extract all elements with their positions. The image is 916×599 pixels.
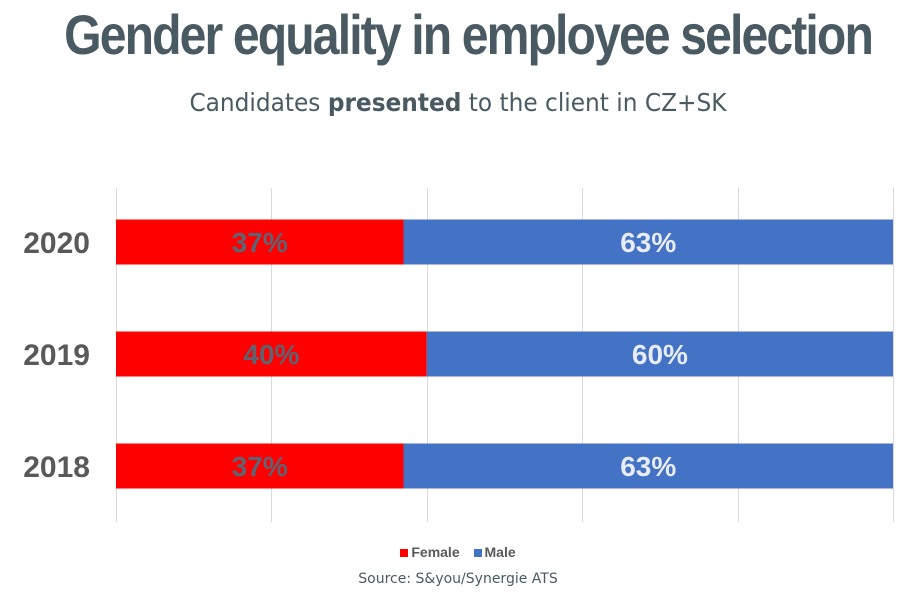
data-label-male-2018: 63% [620, 451, 676, 482]
data-label-female-2018: 37% [232, 451, 288, 482]
category-label-2020: 2020 [23, 227, 90, 260]
data-label-female-2020: 37% [232, 227, 288, 258]
chart-title: Gender equality in employee selection [64, 3, 874, 66]
data-labels: 37% 63% 40% 60% 37% 63% [232, 227, 688, 482]
bar-series [116, 219, 893, 489]
bar-male-2018 [403, 443, 893, 489]
subtitle-suffix: to the client in CZ+SK [461, 88, 727, 117]
bar-male-2019 [426, 331, 893, 377]
category-label-2018: 2018 [23, 451, 90, 484]
bar-male-2020 [403, 219, 893, 265]
legend-item-male: Male [473, 544, 516, 560]
bar-female-2020 [116, 219, 404, 265]
subtitle-prefix: Candidates [189, 88, 328, 117]
legend-swatch-female [400, 549, 409, 557]
chart-subtitle: Candidates presented to the client in CZ… [32, 88, 884, 117]
subtitle-emphasis: presented [327, 88, 462, 117]
bar-female-2019 [116, 331, 427, 377]
category-label-2019: 2019 [23, 339, 90, 372]
legend-label-female: Female [411, 544, 460, 560]
category-labels: 2020 2019 2018 [23, 227, 90, 484]
legend-swatch-male [473, 549, 482, 557]
legend-label-male: Male [484, 544, 516, 560]
data-label-female-2019: 40% [243, 339, 299, 370]
data-label-male-2019: 60% [632, 339, 688, 370]
source-note: Source: S&you/Synergie ATS [358, 571, 558, 587]
chart-legend: Female Male [0, 544, 916, 560]
data-label-male-2020: 63% [620, 227, 676, 258]
bar-female-2018 [116, 443, 404, 489]
legend-item-female: Female [400, 544, 460, 560]
